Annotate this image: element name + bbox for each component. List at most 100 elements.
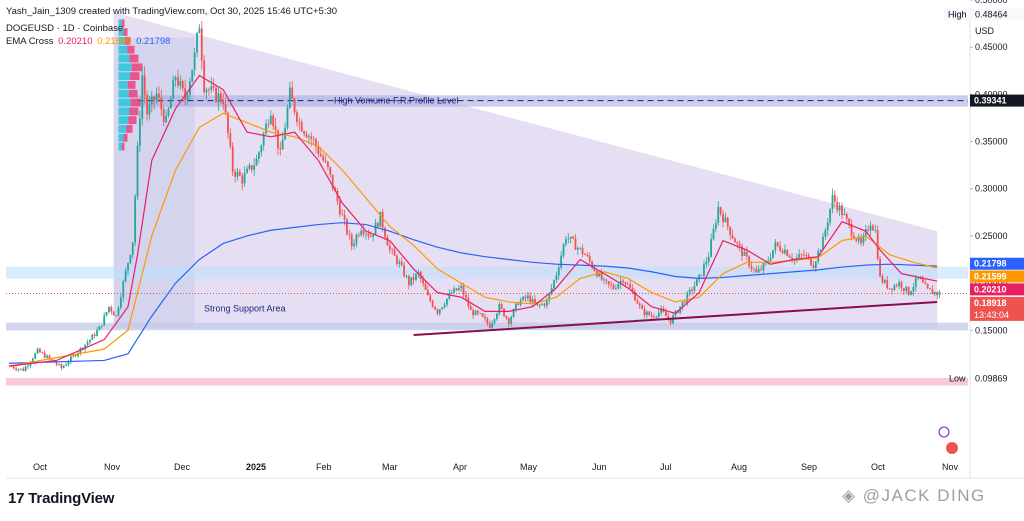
candle-body[interactable]: [538, 304, 541, 306]
candle-body[interactable]: [641, 305, 643, 309]
candle-body[interactable]: [791, 257, 793, 260]
volume-profile-bar[interactable]: [130, 72, 140, 81]
low-zone[interactable]: [6, 377, 968, 386]
candle-body[interactable]: [96, 330, 98, 336]
candle-body[interactable]: [893, 285, 896, 291]
volume-profile-bar[interactable]: [118, 133, 124, 142]
ema-band-zone[interactable]: [6, 266, 968, 279]
candle-body[interactable]: [831, 195, 834, 209]
candle-body[interactable]: [438, 309, 441, 314]
candle-body[interactable]: [305, 133, 308, 138]
candle-body[interactable]: [629, 284, 632, 288]
candle-body[interactable]: [714, 222, 717, 229]
candle-body[interactable]: [365, 233, 367, 235]
candle-body[interactable]: [626, 283, 629, 285]
candle-body[interactable]: [186, 94, 189, 101]
candle-body[interactable]: [769, 257, 772, 261]
candle-body[interactable]: [543, 303, 546, 306]
ema-mid-line[interactable]: [8, 112, 938, 367]
candle-body[interactable]: [712, 228, 715, 240]
candle-body[interactable]: [200, 28, 203, 61]
candle-body[interactable]: [48, 355, 51, 359]
candle-body[interactable]: [148, 104, 151, 115]
candle-body[interactable]: [162, 109, 165, 122]
candle-body[interactable]: [743, 251, 746, 256]
candle-body[interactable]: [803, 254, 805, 256]
volume-profile-bar[interactable]: [121, 142, 125, 151]
candle-body[interactable]: [576, 247, 579, 250]
candle-body[interactable]: [607, 281, 610, 285]
candle-body[interactable]: [786, 249, 789, 256]
candle-body[interactable]: [681, 301, 684, 307]
candle-body[interactable]: [348, 233, 351, 235]
candle-body[interactable]: [622, 280, 624, 283]
candle-body[interactable]: [664, 311, 667, 317]
candle-body[interactable]: [841, 205, 843, 215]
candle-body[interactable]: [36, 348, 39, 354]
candle-body[interactable]: [146, 94, 148, 115]
candle-body[interactable]: [534, 299, 536, 304]
candle-body[interactable]: [833, 195, 836, 202]
candle-body[interactable]: [795, 257, 798, 260]
candle-body[interactable]: [500, 304, 503, 309]
candle-body[interactable]: [346, 219, 348, 234]
candle-body[interactable]: [129, 254, 132, 264]
candle-body[interactable]: [136, 145, 139, 197]
candle-body[interactable]: [636, 300, 639, 304]
candle-body[interactable]: [529, 295, 532, 303]
candle-body[interactable]: [684, 301, 686, 303]
candle-body[interactable]: [824, 230, 827, 237]
candle-body[interactable]: [881, 276, 884, 283]
candle-body[interactable]: [619, 280, 622, 285]
candle-body[interactable]: [310, 136, 313, 139]
candle-body[interactable]: [110, 306, 113, 312]
candle-body[interactable]: [886, 279, 889, 289]
candle-body[interactable]: [431, 300, 434, 307]
candle-body[interactable]: [331, 174, 334, 189]
candle-body[interactable]: [69, 356, 72, 362]
candle-body[interactable]: [65, 364, 68, 366]
candle-body[interactable]: [22, 368, 25, 371]
candle-body[interactable]: [293, 98, 296, 113]
candle-body[interactable]: [738, 243, 741, 247]
candle-body[interactable]: [936, 292, 939, 296]
candle-body[interactable]: [869, 225, 872, 231]
candle-body[interactable]: [591, 261, 593, 268]
candle-body[interactable]: [143, 75, 146, 95]
candle-body[interactable]: [269, 115, 272, 125]
candle-body[interactable]: [653, 316, 655, 318]
candle-body[interactable]: [617, 284, 620, 289]
candle-body[interactable]: [379, 211, 382, 227]
candle-body[interactable]: [196, 33, 198, 53]
candle-body[interactable]: [448, 293, 451, 299]
candle-body[interactable]: [386, 237, 389, 246]
volume-profile-bar[interactable]: [127, 81, 136, 89]
volume-profile-bar[interactable]: [118, 116, 129, 125]
candle-body[interactable]: [779, 245, 782, 251]
candle-body[interactable]: [34, 353, 37, 359]
candle-body[interactable]: [774, 242, 777, 251]
volume-profile-bar[interactable]: [123, 133, 128, 142]
level-price-tag-bg[interactable]: [970, 94, 1024, 107]
candle-body[interactable]: [446, 298, 448, 305]
candle-body[interactable]: [227, 112, 229, 134]
candle-body[interactable]: [72, 355, 75, 357]
candle-body[interactable]: [236, 171, 239, 177]
candle-body[interactable]: [377, 222, 379, 227]
candle-body[interactable]: [465, 294, 467, 298]
candle-body[interactable]: [403, 265, 405, 277]
candle-body[interactable]: [84, 344, 87, 350]
candle-body[interactable]: [726, 217, 729, 227]
candle-body[interactable]: [10, 366, 13, 367]
candle-body[interactable]: [155, 93, 158, 100]
candle-body[interactable]: [853, 235, 855, 240]
candle-body[interactable]: [296, 112, 298, 122]
candle-body[interactable]: [184, 88, 187, 101]
volume-profile-bar[interactable]: [118, 125, 127, 133]
candle-body[interactable]: [248, 165, 251, 169]
candle-body[interactable]: [455, 288, 458, 291]
candle-body[interactable]: [91, 334, 94, 340]
candle-body[interactable]: [274, 126, 277, 130]
candle-body[interactable]: [41, 352, 44, 354]
volume-profile-bar[interactable]: [126, 125, 133, 133]
